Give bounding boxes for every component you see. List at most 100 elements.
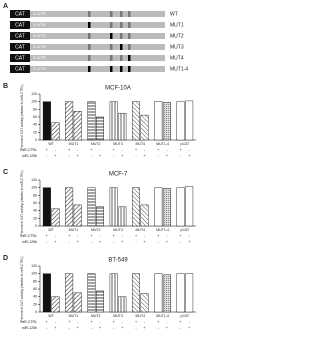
utr-bar	[30, 55, 165, 61]
sign: -	[122, 319, 124, 324]
sign: +	[113, 319, 116, 324]
bar	[154, 273, 163, 313]
construct-label: MUT1	[170, 22, 184, 28]
sign: +	[121, 153, 124, 158]
sign: -	[122, 233, 124, 238]
sign: -	[91, 325, 93, 330]
bar	[109, 187, 118, 227]
y-tick-label: 0	[35, 310, 37, 314]
row-label: miR-125b	[22, 240, 37, 244]
bar	[162, 102, 171, 141]
utr-bar	[30, 66, 165, 72]
row-label: miR-125b	[22, 154, 37, 158]
site	[120, 33, 123, 39]
cat-label: CAT	[15, 55, 25, 61]
bar	[132, 187, 140, 227]
sign: +	[77, 153, 80, 158]
site	[110, 11, 113, 17]
cat-label: CAT	[15, 33, 25, 39]
y-tick-label: 60	[33, 201, 37, 205]
sign: +	[99, 325, 102, 330]
construct-label: MUT3	[170, 44, 184, 50]
row-label: miR-125b	[22, 326, 37, 330]
y-tick-label: 80	[33, 193, 37, 197]
sign: +	[90, 319, 93, 324]
utr-bar	[30, 11, 165, 17]
site	[88, 55, 91, 61]
utr-label: 3'-UTR	[33, 66, 46, 71]
sign: -	[166, 233, 168, 238]
y-tick-label: 40	[33, 295, 37, 299]
y-tick-label: 120	[31, 178, 37, 182]
y-axis-label: Percent of CAT activity (relative to miR…	[20, 171, 24, 236]
panel-letter: B	[3, 83, 8, 90]
sign: -	[55, 147, 57, 152]
sign: +	[143, 239, 146, 244]
chart-title: MCF-10A	[105, 86, 131, 92]
bar	[176, 187, 185, 227]
site	[88, 66, 91, 72]
utr-label: 3'-UTR	[33, 55, 46, 60]
bar	[51, 296, 60, 313]
x-tick-label: MUT2	[91, 314, 101, 318]
sign: +	[166, 239, 169, 244]
sign: -	[135, 153, 137, 158]
sign: -	[55, 319, 57, 324]
utr-label: 3'-UTR	[33, 44, 46, 49]
bar	[96, 116, 104, 141]
sign: +	[157, 233, 160, 238]
y-tick-label: 60	[33, 287, 37, 291]
x-tick-label: MUT1	[69, 228, 79, 232]
sign: -	[46, 239, 48, 244]
sign: -	[91, 153, 93, 158]
x-tick-label: MUT1-4	[156, 314, 169, 318]
x-tick-label: MUT3	[113, 142, 123, 146]
x-tick-label: MUT1	[69, 142, 79, 146]
sign: +	[188, 325, 191, 330]
bar	[140, 204, 149, 227]
bar	[42, 101, 51, 141]
site	[120, 11, 123, 17]
utr-label: 3'-UTR	[33, 22, 46, 27]
bar	[162, 274, 171, 313]
bar	[154, 187, 163, 227]
utr-bar	[30, 44, 165, 50]
sign: +	[135, 319, 138, 324]
x-tick-label: MUT2	[91, 142, 101, 146]
site	[110, 44, 113, 50]
bar	[73, 111, 82, 141]
sign: +	[188, 239, 191, 244]
site	[88, 11, 91, 17]
sign: -	[158, 325, 160, 330]
site	[110, 55, 113, 61]
y-tick-label: 80	[33, 107, 37, 111]
row-label: miR-CTRL	[20, 148, 37, 152]
sign: +	[179, 319, 182, 324]
sign: +	[68, 147, 71, 152]
sign: -	[144, 319, 146, 324]
sign: +	[99, 239, 102, 244]
cat-label: CAT	[15, 66, 25, 72]
sign: +	[68, 319, 71, 324]
sign: +	[135, 147, 138, 152]
bar	[185, 186, 194, 227]
site	[120, 44, 123, 50]
cat-box	[10, 65, 30, 73]
sign: +	[68, 233, 71, 238]
site	[110, 66, 113, 72]
sign: -	[68, 325, 70, 330]
y-tick-label: 20	[33, 216, 37, 220]
bar	[109, 273, 118, 313]
sign: +	[54, 153, 57, 158]
cat-box	[10, 54, 30, 62]
x-tick-label: MUT1	[69, 314, 79, 318]
y-axis-label: Percent of CAT activity (relative to miR…	[20, 257, 24, 322]
cat-box	[10, 43, 30, 51]
chart-title: BT-549	[108, 258, 128, 264]
bar	[109, 101, 118, 141]
bar	[185, 100, 194, 141]
sign: +	[143, 325, 146, 330]
cat-box	[10, 32, 30, 40]
bar	[51, 122, 60, 141]
sign: -	[188, 233, 190, 238]
